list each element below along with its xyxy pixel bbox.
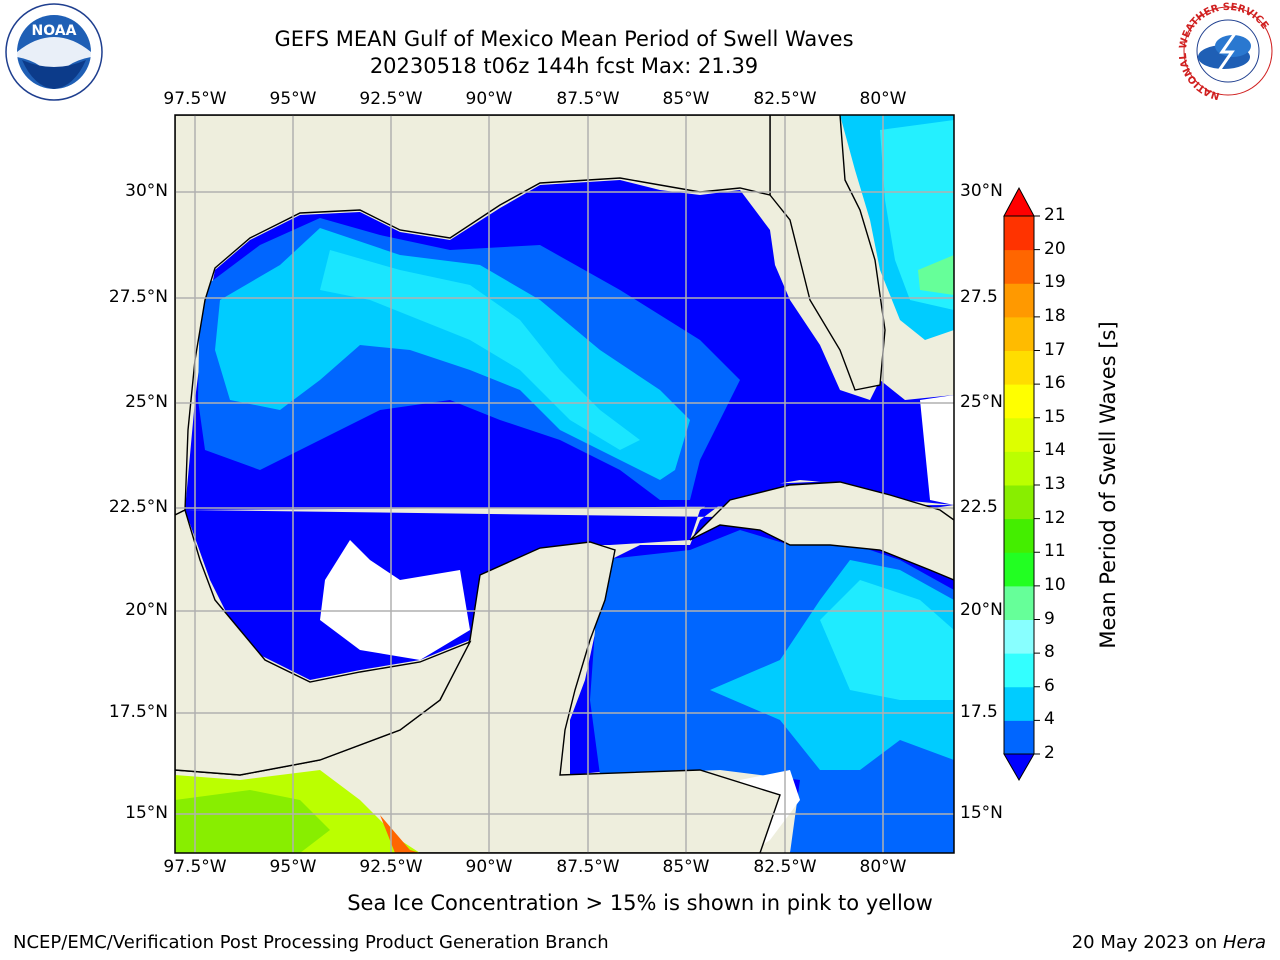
colorbar-segment [1004, 350, 1034, 385]
colorbar-tick-label: 21 [1044, 205, 1066, 225]
colorbar-segment [1004, 585, 1034, 620]
lon-tick-top: 85°W [662, 89, 710, 109]
colorbar-segment [1004, 518, 1034, 553]
pacific-shading-2 [175, 790, 330, 853]
lon-tick-top: 87.5°W [556, 89, 620, 109]
footer-machine: Hera [1222, 932, 1266, 953]
lon-tick-top: 97.5°W [163, 89, 227, 109]
colorbar-tick-label: 4 [1044, 709, 1055, 730]
colorbar-tick-label: 11 [1044, 541, 1066, 562]
colorbar-tick-label: 18 [1044, 305, 1066, 326]
lat-tick-left: 15°N [125, 803, 168, 823]
lon-tick-bottom: 82.5°W [753, 857, 817, 877]
footer-credit: NCEP/EMC/Verification Post Processing Pr… [13, 932, 609, 953]
noaa-logo: NOAA [5, 3, 103, 101]
lon-tick-bottom: 97.5°W [163, 857, 227, 877]
colorbar-segment [1004, 619, 1034, 654]
map-title-line1: GEFS MEAN Gulf of Mexico Mean Period of … [274, 27, 854, 51]
lon-tick-top: 82.5°W [753, 89, 817, 109]
no-data-campeche [320, 540, 470, 660]
colorbar-segment [1004, 283, 1034, 318]
colorbar-extend-low [1003, 753, 1035, 782]
colorbar-segment [1004, 417, 1034, 452]
colorbar-segment [1004, 316, 1034, 351]
lon-tick-top: 95°W [269, 89, 317, 109]
swell-band-cyan-inner [320, 250, 640, 450]
atlantic-light [880, 120, 954, 310]
colorbar-tick-label: 9 [1044, 608, 1055, 629]
lon-tick-bottom: 85°W [662, 857, 710, 877]
colorbar-tick-label: 8 [1044, 642, 1055, 663]
lat-tick-left: 17.5°N [108, 702, 168, 722]
colorbar-extend-high [1003, 186, 1035, 217]
colorbar-segment [1004, 384, 1034, 419]
colorbar-segment [1004, 552, 1034, 587]
colorbar-segment [1004, 653, 1034, 688]
pacific-shading-3 [380, 815, 420, 853]
lon-tick-bottom: 92.5°W [359, 857, 423, 877]
lat-tick-left: 20°N [125, 600, 168, 620]
sea-ice-note: Sea Ice Concentration > 15% is shown in … [347, 891, 933, 915]
colorbar-segment [1004, 249, 1034, 284]
colorbar-tick-label: 16 [1044, 373, 1066, 394]
lat-tick-left: 30°N [125, 181, 168, 201]
lat-tick-right: 27.5 [960, 287, 998, 307]
no-data-bahamas [920, 395, 954, 505]
colorbar-tick-label: 10 [1044, 574, 1066, 595]
colorbar-tick-label: 20 [1044, 238, 1066, 259]
cuba-land [689, 481, 954, 581]
colorbar-tick-label: 19 [1044, 272, 1066, 293]
map-frame [174, 114, 955, 854]
lat-tick-left: 27.5°N [108, 287, 168, 307]
colorbar [1003, 186, 1040, 782]
lon-tick-bottom: 90°W [465, 857, 513, 877]
lat-tick-right: 30°N [960, 181, 1003, 201]
atlantic-green [918, 255, 954, 295]
lat-tick-right: 17.5 [960, 702, 998, 722]
lon-tick-bottom: 80°W [859, 857, 907, 877]
colorbar-tick-label: 14 [1044, 440, 1066, 461]
lat-tick-right: 20°N [960, 600, 1003, 620]
colorbar-tick-label: 15 [1044, 406, 1066, 427]
mexico-west-land [175, 509, 472, 776]
colorbar-tick-label: 12 [1044, 507, 1066, 528]
colorbar-label: Mean Period of Swell Waves [s] [1096, 321, 1120, 649]
lat-tick-right: 22.5 [960, 497, 998, 517]
colorbar-segment [1004, 720, 1034, 755]
lat-tick-left: 25°N [125, 392, 168, 412]
lon-tick-bottom: 87.5°W [556, 857, 620, 877]
colorbar-segment [1004, 451, 1034, 486]
lat-tick-right: 15°N [960, 803, 1003, 823]
lon-tick-bottom: 95°W [269, 857, 317, 877]
colorbar-segment [1004, 216, 1034, 251]
colorbar-tick-label: 6 [1044, 675, 1055, 696]
lat-tick-left: 22.5°N [108, 497, 168, 517]
colorbar-tick-label: 2 [1044, 743, 1055, 763]
colorbar-tick-label: 13 [1044, 474, 1066, 494]
lon-tick-top: 80°W [859, 89, 907, 109]
nws-logo: NATIONAL WEATHER SERVICE [1178, 2, 1273, 100]
graticule [175, 115, 954, 853]
map-title-line2: 20230518 t06z 144h fcst Max: 21.39 [369, 54, 759, 78]
colorbar-tick-label: 17 [1044, 339, 1066, 360]
colorbar-segment [1004, 485, 1034, 520]
footer-date-text: 20 May 2023 on [1071, 932, 1223, 953]
lon-tick-top: 90°W [465, 89, 513, 109]
colorbar-segment [1004, 686, 1034, 721]
lon-tick-top: 92.5°W [359, 89, 423, 109]
caribbean-light [820, 580, 954, 700]
noaa-logo-text: NOAA [32, 23, 77, 39]
footer-date: 20 May 2023 on Hera [1072, 932, 1266, 953]
us-coast-land [175, 115, 771, 516]
lat-tick-right: 25°N [960, 392, 1003, 412]
